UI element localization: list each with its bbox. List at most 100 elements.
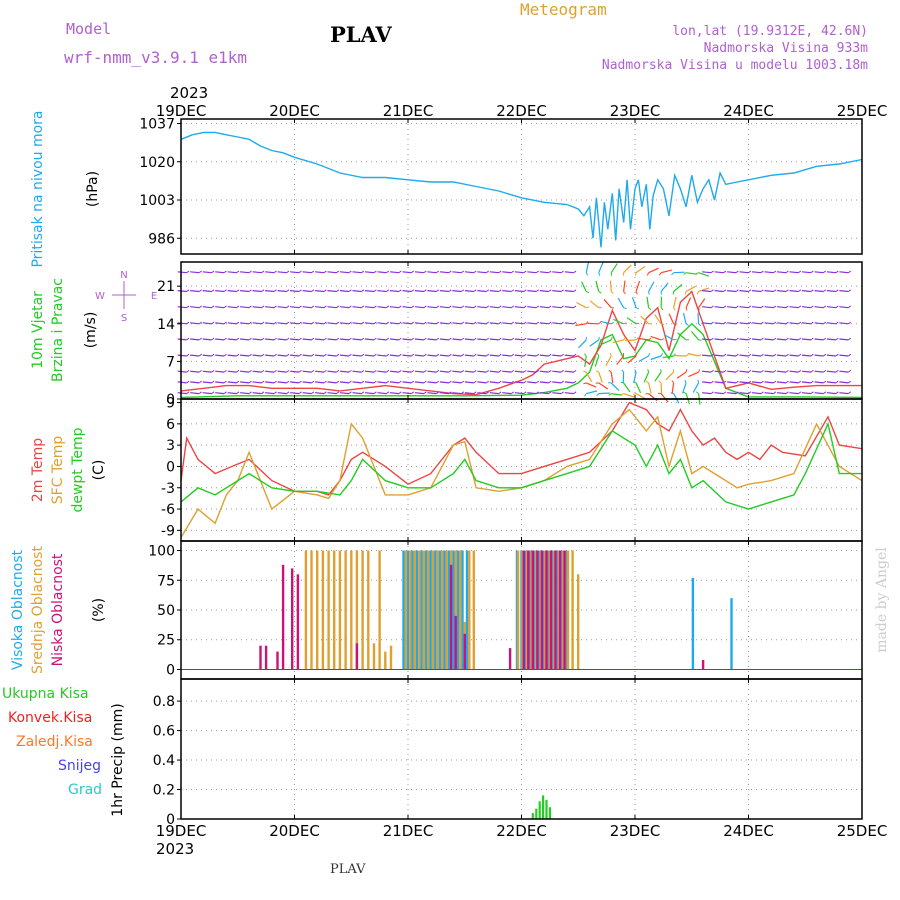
wind-barb	[598, 392, 610, 395]
wind-barb	[489, 354, 499, 357]
wind-barb-head	[823, 380, 827, 384]
wind-barb	[623, 382, 631, 393]
wind-barb-head	[760, 391, 764, 395]
wind-barb-head	[735, 353, 739, 357]
wind-barb	[227, 370, 237, 373]
wind-barb	[564, 290, 574, 293]
wind-barb-head	[498, 270, 502, 274]
wind-barb	[315, 370, 325, 373]
bar-clouds	[440, 550, 444, 670]
wind-barb-head	[596, 393, 600, 397]
wind-barb-head	[485, 380, 490, 384]
wind-barb	[464, 338, 474, 341]
bar-clouds	[372, 643, 376, 670]
wind-barb-head	[261, 369, 265, 373]
wind-barb	[739, 370, 749, 373]
wind-barb-head	[760, 289, 764, 292]
bar-clouds	[367, 550, 370, 670]
wind-barb-head	[186, 337, 190, 341]
wind-barb	[789, 381, 799, 384]
wind-barb	[714, 370, 724, 373]
wind-barb	[477, 381, 487, 384]
wind-barb	[302, 322, 312, 325]
bar-clouds	[508, 648, 512, 670]
bar-clouds	[425, 550, 428, 670]
wind-barb-head	[735, 380, 739, 384]
wind-barb-head	[361, 369, 365, 373]
wind-barb-head	[773, 353, 777, 357]
wind-barb-head	[573, 353, 577, 357]
wind-barb-head	[298, 321, 302, 325]
wind-barb-head	[461, 305, 465, 309]
wind-barb-head	[498, 305, 502, 309]
wind-barb-head	[186, 353, 190, 357]
x-tick-label-bottom: 22DEC	[496, 822, 547, 840]
bar-clouds	[402, 550, 405, 670]
wind-barb	[315, 381, 325, 384]
wind-barb-head	[436, 321, 440, 325]
wind-barb	[477, 338, 487, 341]
wind-barb-head	[735, 270, 739, 274]
wind-barb-head	[411, 391, 415, 395]
wind-barb	[427, 354, 437, 357]
wind-barb-head	[336, 369, 340, 373]
wind-barb-head	[623, 337, 626, 341]
wind-barb	[364, 338, 375, 341]
wind-barb-head	[748, 369, 752, 373]
wind-barb	[277, 322, 287, 325]
wind-barb	[552, 392, 562, 395]
ylabel-temp-unit: (C)	[91, 460, 107, 481]
wind-barb	[190, 322, 200, 325]
wind-barb-head	[361, 391, 365, 395]
wind-barb	[339, 271, 350, 274]
wind-barb-head	[386, 380, 390, 384]
wind-barb-head	[386, 321, 390, 325]
wind-barb-head	[523, 270, 527, 274]
wind-barb	[290, 271, 300, 274]
wind-barb-head	[223, 380, 227, 384]
wind-barb-head	[473, 305, 477, 309]
wind-barb	[839, 306, 849, 309]
bar-precipitation	[542, 795, 545, 819]
wind-barb	[439, 392, 449, 395]
wind-barb-head	[498, 391, 502, 395]
wind-barb	[414, 392, 424, 395]
wind-barb	[564, 271, 574, 274]
wind-barb-head	[273, 321, 277, 325]
wind-barb-head	[823, 321, 827, 325]
x-tick-label-bottom: 24DEC	[723, 822, 774, 840]
wind-barb	[302, 306, 312, 309]
wind-barb-head	[723, 305, 727, 309]
wind-barb-head	[461, 337, 465, 341]
wind-barb-head	[710, 305, 714, 309]
ylabel-wind-1: 10m Vjetar	[30, 291, 46, 369]
wind-barb	[702, 290, 712, 293]
wind-barb	[727, 306, 737, 309]
wind-barb	[302, 271, 312, 274]
bar-precipitation	[548, 807, 551, 819]
wind-barb-head	[211, 270, 215, 274]
wind-barb-head	[608, 393, 612, 396]
wind-barb	[789, 306, 799, 309]
wind-barb	[839, 271, 849, 274]
wind-barb-head	[198, 289, 202, 292]
wind-barb	[584, 355, 587, 367]
bar-clouds	[730, 598, 733, 670]
wind-barb-head	[810, 270, 814, 274]
wind-barb	[364, 306, 375, 309]
wind-barb	[252, 370, 262, 373]
wind-barb-head	[523, 391, 527, 395]
wind-barb-head	[523, 289, 527, 292]
wind-barb	[190, 271, 200, 274]
wind-barb-head	[448, 369, 452, 373]
wind-barb-head	[798, 321, 802, 325]
wind-barb-head	[261, 321, 265, 325]
wind-barb	[714, 392, 724, 395]
wind-barb-head	[436, 289, 440, 292]
wind-barb	[414, 290, 424, 293]
wind-barb	[327, 381, 337, 384]
wind-barb-head	[760, 353, 764, 357]
wind-barb-head	[186, 380, 190, 384]
wind-barb	[389, 354, 399, 357]
wind-barb-head	[498, 337, 502, 341]
